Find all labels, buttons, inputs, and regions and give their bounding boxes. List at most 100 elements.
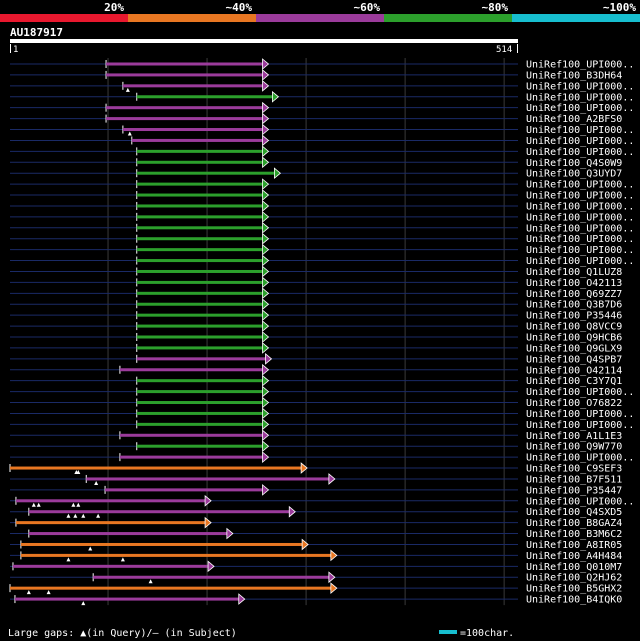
hit-row[interactable]: UniRef100_Q3B7D6: [10, 298, 622, 311]
hit-bar[interactable]: [136, 422, 263, 426]
hit-label[interactable]: UniRef100_A4H484: [526, 551, 622, 562]
hit-label[interactable]: UniRef100_O42113: [526, 278, 622, 289]
hit-row[interactable]: UniRef100_UPI000..: [10, 494, 634, 508]
hit-bar[interactable]: [136, 259, 263, 263]
hit-bar[interactable]: [86, 477, 329, 481]
hit-label[interactable]: UniRef100_Q8VCC9: [526, 322, 622, 333]
hit-row[interactable]: UniRef100_UPI000..: [10, 211, 634, 224]
hit-bar[interactable]: [28, 532, 227, 536]
hit-row[interactable]: UniRef100_UPI000..: [10, 134, 634, 147]
hit-label[interactable]: UniRef100_UPI000..: [526, 409, 634, 420]
hit-bar[interactable]: [106, 62, 263, 66]
hit-row[interactable]: UniRef100_O76822: [10, 396, 622, 410]
hit-label[interactable]: UniRef100_UPI000..: [526, 201, 634, 212]
hit-bar[interactable]: [106, 106, 263, 110]
hit-row[interactable]: UniRef100_UPI000..: [10, 90, 634, 104]
hit-label[interactable]: UniRef100_Q4S0W9: [526, 158, 622, 169]
hit-row[interactable]: UniRef100_A1L1E3: [10, 429, 622, 442]
hit-row[interactable]: UniRef100_UPI000..: [10, 385, 634, 399]
hit-label[interactable]: UniRef100_Q3B7D6: [526, 300, 622, 311]
hit-row[interactable]: UniRef100_B5GHX2: [9, 582, 622, 595]
hit-bar[interactable]: [136, 379, 263, 383]
hit-bar[interactable]: [136, 160, 263, 164]
hit-bar[interactable]: [136, 302, 263, 306]
hit-row[interactable]: UniRef100_UPI000..: [10, 79, 634, 93]
hit-row[interactable]: UniRef100_Q010M7: [10, 560, 622, 573]
hit-row[interactable]: UniRef100_B8GAZ4: [10, 516, 622, 530]
hit-row[interactable]: UniRef100_UPI000..: [10, 221, 634, 235]
hit-label[interactable]: UniRef100_Q1LUZ8: [526, 267, 622, 278]
hit-bar[interactable]: [136, 248, 263, 252]
hit-bar[interactable]: [136, 204, 263, 208]
hit-bar[interactable]: [14, 597, 239, 601]
hit-bar[interactable]: [119, 433, 263, 437]
hit-bar[interactable]: [136, 444, 263, 448]
hit-bar[interactable]: [136, 313, 263, 317]
hit-bar[interactable]: [136, 411, 263, 415]
hit-row[interactable]: UniRef100_C9SEF3: [9, 462, 622, 475]
hit-bar[interactable]: [10, 586, 331, 590]
hit-label[interactable]: UniRef100_Q4SPB7: [526, 354, 622, 365]
hit-row[interactable]: UniRef100_Q4SXD5: [10, 505, 622, 518]
hit-label[interactable]: UniRef100_A8IR05: [526, 540, 622, 551]
hit-label[interactable]: UniRef100_A2BFS0: [526, 114, 622, 125]
hit-row[interactable]: UniRef100_A2BFS0: [10, 112, 622, 126]
hit-bar[interactable]: [20, 553, 331, 557]
hit-bar[interactable]: [12, 564, 209, 568]
hit-label[interactable]: UniRef100_UPI000..: [526, 147, 634, 158]
hit-label[interactable]: UniRef100_UPI000..: [526, 234, 634, 245]
hit-label[interactable]: UniRef100_UPI000..: [526, 180, 634, 191]
hit-label[interactable]: UniRef100_UPI000..: [526, 191, 634, 202]
hit-bar[interactable]: [136, 215, 263, 219]
hit-row[interactable]: UniRef100_UPI000..: [10, 145, 634, 158]
hit-bar[interactable]: [136, 324, 263, 328]
hit-row[interactable]: UniRef100_Q1LUZ8: [10, 265, 622, 278]
hit-label[interactable]: UniRef100_Q3UYD7: [526, 169, 622, 180]
hit-row[interactable]: UniRef100_UPI000..: [10, 101, 634, 115]
hit-row[interactable]: UniRef100_P35447: [10, 484, 622, 497]
hit-bar[interactable]: [136, 182, 263, 186]
hit-label[interactable]: UniRef100_Q9W770: [526, 442, 622, 453]
hit-label[interactable]: UniRef100_P35447: [526, 485, 622, 496]
hit-bar[interactable]: [106, 117, 263, 121]
hit-row[interactable]: UniRef100_B4IQK0: [10, 593, 622, 606]
hit-bar[interactable]: [136, 95, 273, 99]
hit-label[interactable]: UniRef100_UPI000..: [526, 256, 634, 267]
hit-label[interactable]: UniRef100_UPI000..: [526, 60, 634, 71]
hit-row[interactable]: UniRef100_Q4S0W9: [10, 156, 622, 169]
hit-label[interactable]: UniRef100_Q9HCB6: [526, 333, 622, 344]
hit-row[interactable]: UniRef100_UPI000..: [10, 58, 634, 71]
hit-row[interactable]: UniRef100_A4H484: [10, 549, 622, 562]
hit-row[interactable]: UniRef100_UPI000..: [10, 123, 634, 137]
hit-bar[interactable]: [136, 346, 263, 350]
hit-row[interactable]: UniRef100_Q9W770: [10, 440, 622, 453]
hit-bar[interactable]: [136, 226, 263, 230]
hit-label[interactable]: UniRef100_UPI000..: [526, 223, 634, 234]
hit-row[interactable]: UniRef100_Q3UYD7: [10, 167, 622, 180]
hit-bar[interactable]: [119, 368, 263, 372]
hit-row[interactable]: UniRef100_UPI000..: [10, 200, 634, 213]
hit-bar[interactable]: [136, 280, 263, 284]
hit-bar[interactable]: [105, 488, 263, 492]
hit-label[interactable]: UniRef100_UPI000..: [526, 125, 634, 136]
hit-label[interactable]: UniRef100_B8GAZ4: [526, 518, 622, 529]
hit-row[interactable]: UniRef100_UPI000..: [10, 232, 634, 246]
hit-label[interactable]: UniRef100_B5GHX2: [526, 584, 622, 595]
hit-row[interactable]: UniRef100_P35446: [10, 309, 622, 322]
hit-bar[interactable]: [28, 510, 290, 514]
hit-row[interactable]: UniRef100_B7F511: [10, 473, 622, 486]
hit-row[interactable]: UniRef100_Q8VCC9: [10, 320, 622, 333]
hit-row[interactable]: UniRef100_UPI000..: [10, 407, 634, 420]
hit-bar[interactable]: [136, 269, 263, 273]
hit-row[interactable]: UniRef100_Q69ZZ7: [10, 287, 622, 300]
hit-bar[interactable]: [136, 357, 266, 361]
hit-row[interactable]: UniRef100_O42114: [10, 363, 622, 377]
hit-bar[interactable]: [136, 401, 263, 405]
hit-label[interactable]: UniRef100_UPI000..: [526, 81, 634, 92]
hit-bar[interactable]: [15, 521, 206, 525]
hit-row[interactable]: UniRef100_UPI000..: [10, 418, 634, 431]
hit-bar[interactable]: [93, 575, 329, 579]
hit-label[interactable]: UniRef100_C3Y7Q1: [526, 376, 622, 387]
hit-bar[interactable]: [131, 138, 263, 142]
hit-label[interactable]: UniRef100_UPI000..: [526, 103, 634, 114]
